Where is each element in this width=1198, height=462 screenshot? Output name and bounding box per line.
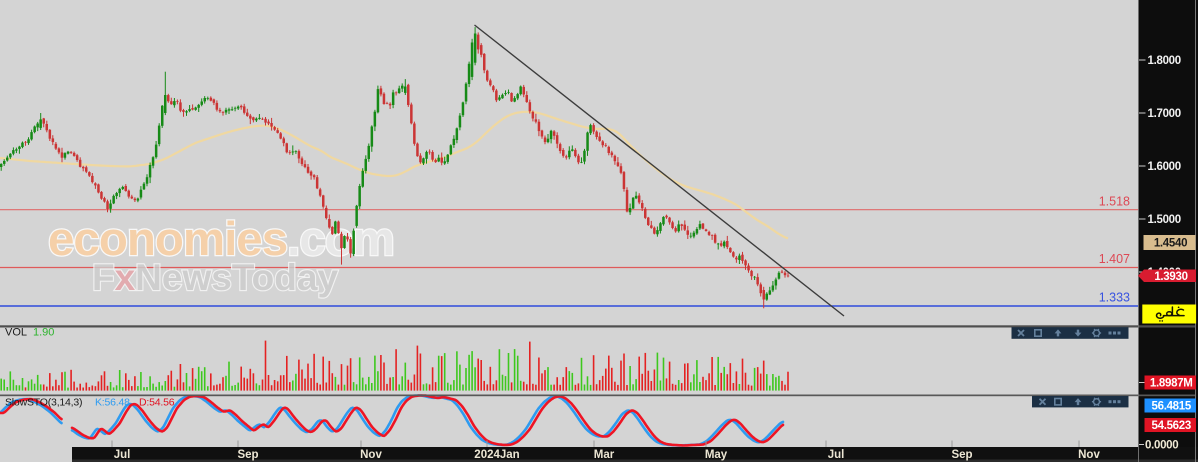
svg-text:K:56.48: K:56.48 [95, 397, 130, 409]
svg-text:1.333: 1.333 [1099, 291, 1130, 305]
svg-text:1.6000: 1.6000 [1148, 161, 1181, 173]
svg-text:56.4815: 56.4815 [1152, 401, 1192, 413]
svg-text:1.8000: 1.8000 [1148, 55, 1181, 67]
svg-text:D:54.56: D:54.56 [139, 397, 175, 409]
svg-text:0.0000: 0.0000 [1145, 440, 1178, 452]
svg-text:Nov: Nov [360, 449, 382, 461]
svg-text:1.5000: 1.5000 [1148, 214, 1181, 226]
svg-text:VOL: VOL [5, 327, 27, 339]
svg-text:Nov: Nov [1078, 449, 1100, 461]
svg-text:Mar: Mar [594, 449, 615, 461]
svg-text:May: May [705, 449, 728, 461]
svg-text:1.3930: 1.3930 [1154, 271, 1187, 283]
svg-text:SlowSTO(3,14,3): SlowSTO(3,14,3) [5, 397, 82, 409]
svg-text:1.407: 1.407 [1099, 252, 1130, 266]
svg-text:54.5623: 54.5623 [1152, 420, 1191, 432]
svg-text:2024Jan: 2024Jan [474, 449, 519, 461]
svg-text:Sep: Sep [237, 449, 258, 461]
svg-text:1.8987M: 1.8987M [1150, 378, 1193, 390]
svg-text:Jul: Jul [828, 449, 845, 461]
svg-text:Sep: Sep [951, 449, 972, 461]
svg-text:Jul: Jul [114, 449, 131, 461]
svg-text:FxNewsToday: FxNewsToday [92, 257, 338, 298]
svg-text:1.90: 1.90 [33, 327, 54, 339]
svg-text:1.4540: 1.4540 [1154, 238, 1187, 250]
svg-text:1.518: 1.518 [1099, 195, 1130, 209]
svg-text:1.7000: 1.7000 [1148, 108, 1181, 120]
